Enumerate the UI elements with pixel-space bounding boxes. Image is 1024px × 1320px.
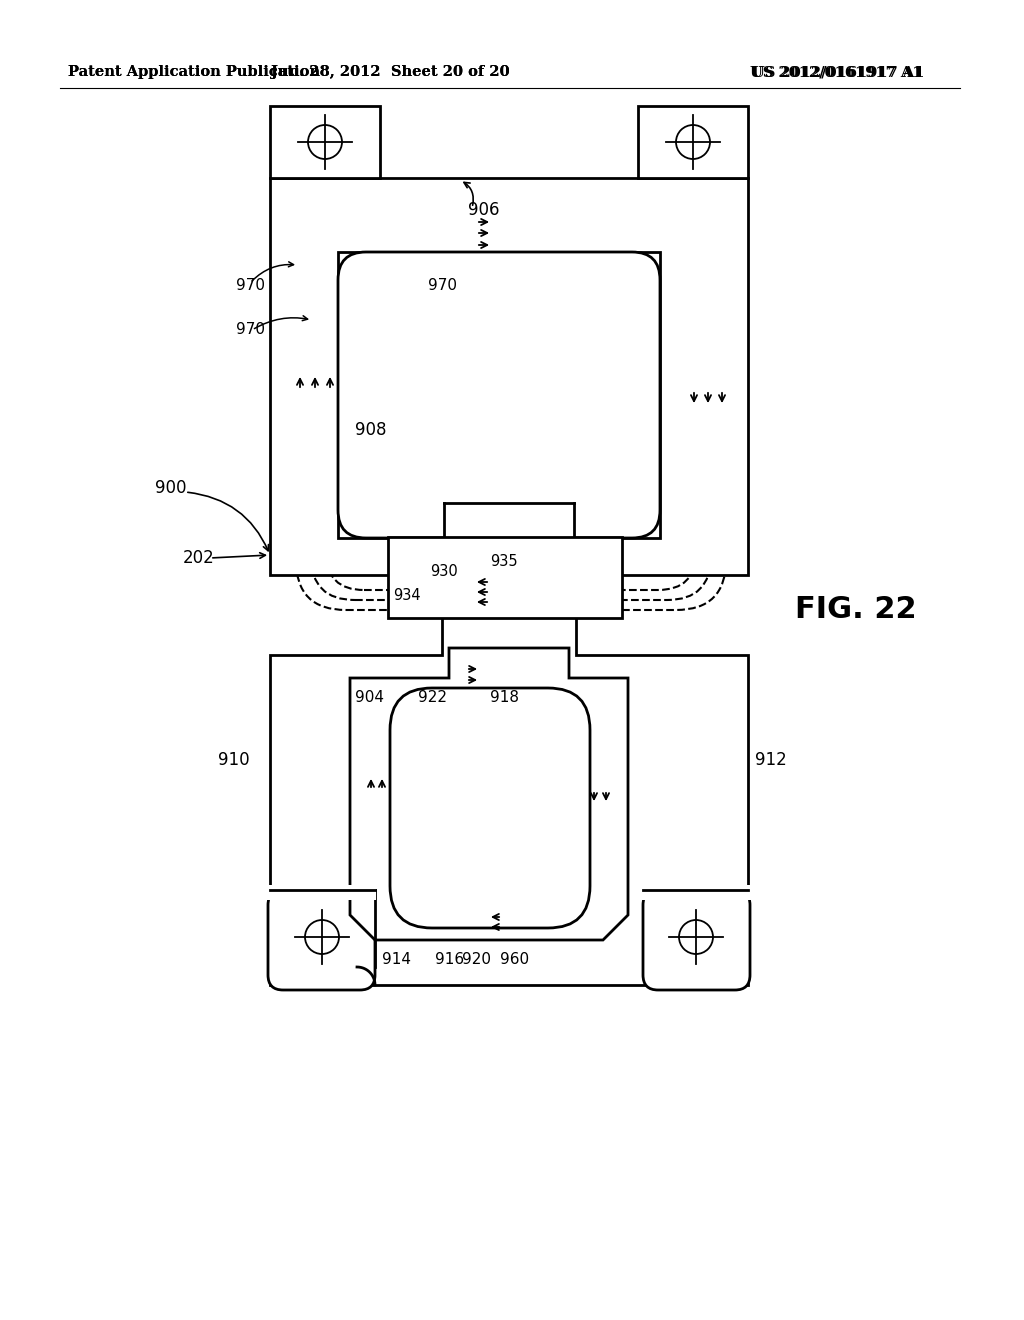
Text: US 2012/0161917 A1: US 2012/0161917 A1 xyxy=(752,65,925,79)
FancyBboxPatch shape xyxy=(268,890,375,990)
Text: 960: 960 xyxy=(500,953,529,968)
Bar xyxy=(388,537,622,618)
Text: 918: 918 xyxy=(490,690,519,705)
Text: Jun. 28, 2012  Sheet 20 of 20: Jun. 28, 2012 Sheet 20 of 20 xyxy=(270,65,509,79)
Text: 934: 934 xyxy=(393,589,421,603)
Text: US 2012/0161917 A1: US 2012/0161917 A1 xyxy=(750,65,923,79)
Text: Patent Application Publication: Patent Application Publication xyxy=(68,65,319,79)
Text: 930: 930 xyxy=(430,565,458,579)
Text: 202: 202 xyxy=(183,549,215,568)
Bar xyxy=(642,884,751,900)
Text: 906: 906 xyxy=(468,201,500,219)
Text: 912: 912 xyxy=(755,751,786,770)
Text: 916: 916 xyxy=(435,953,464,968)
Text: 900: 900 xyxy=(155,479,186,498)
Polygon shape xyxy=(270,178,748,576)
FancyBboxPatch shape xyxy=(643,890,750,990)
Text: 920: 920 xyxy=(462,953,490,968)
FancyBboxPatch shape xyxy=(390,688,590,928)
Text: Patent Application Publication: Patent Application Publication xyxy=(68,65,319,79)
Bar xyxy=(638,106,748,178)
FancyBboxPatch shape xyxy=(338,252,660,539)
Text: 970: 970 xyxy=(236,322,265,338)
Text: 904: 904 xyxy=(355,690,384,705)
Text: Jun. 28, 2012  Sheet 20 of 20: Jun. 28, 2012 Sheet 20 of 20 xyxy=(270,65,509,79)
Bar xyxy=(270,106,380,178)
Polygon shape xyxy=(350,648,628,940)
FancyBboxPatch shape xyxy=(268,890,375,990)
Polygon shape xyxy=(338,252,660,539)
Text: 970: 970 xyxy=(236,277,265,293)
Text: 970: 970 xyxy=(428,277,457,293)
Text: FIG. 22: FIG. 22 xyxy=(795,595,916,624)
Text: 910: 910 xyxy=(218,751,250,770)
Text: 935: 935 xyxy=(490,553,517,569)
Text: 908: 908 xyxy=(355,421,386,440)
Bar xyxy=(444,502,574,543)
Text: 922: 922 xyxy=(418,690,447,705)
Bar xyxy=(267,884,376,900)
Polygon shape xyxy=(270,616,748,985)
Text: 914: 914 xyxy=(382,953,411,968)
